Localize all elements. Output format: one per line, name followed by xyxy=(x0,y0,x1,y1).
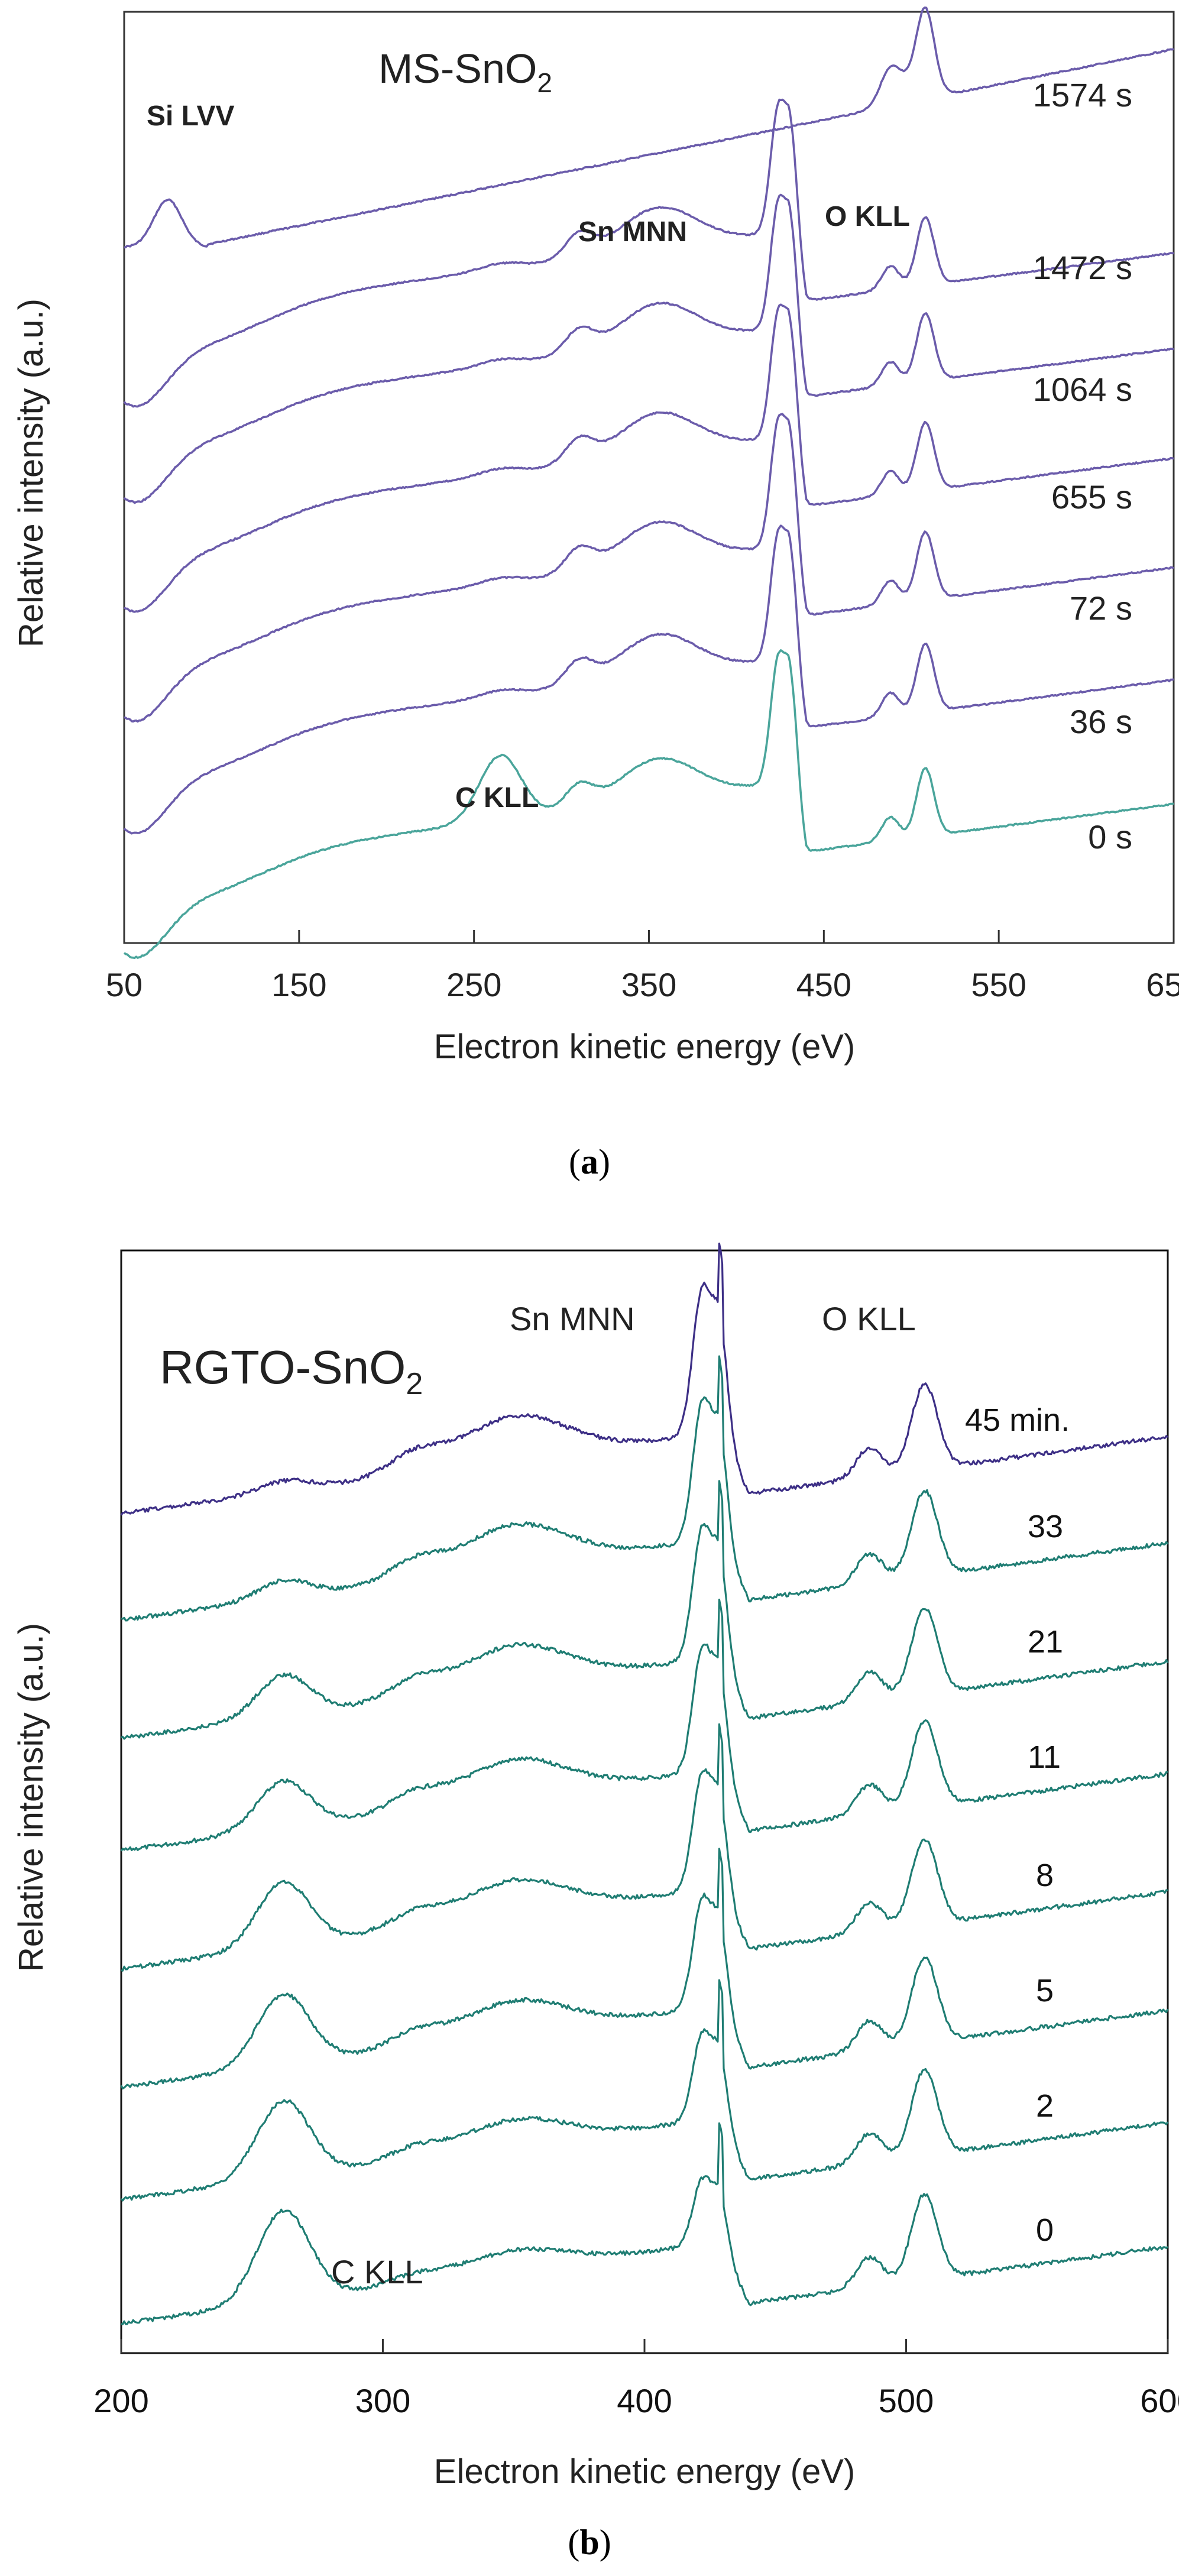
series-label-8: 8 xyxy=(1036,1858,1054,1893)
annotation-si-lvv: Si LVV xyxy=(147,101,234,132)
series-label-1472s: 1472 s xyxy=(1033,249,1132,286)
panel-b-caption: (b) xyxy=(568,2523,611,2562)
annotation-o-kll-a: O KLL xyxy=(825,201,910,232)
series-line-1472-s xyxy=(123,98,1174,408)
series-line-655-s xyxy=(123,303,1174,613)
series-label-655s: 655 s xyxy=(1051,478,1132,516)
series-line-0 xyxy=(121,2122,1169,2325)
panel-a-x-tick-labels: 50 150 250 350 450 550 650 xyxy=(106,966,1179,1003)
x-tick-label-550: 550 xyxy=(971,966,1026,1003)
series-label-72s: 72 s xyxy=(1070,589,1132,627)
x-tick-label-50: 50 xyxy=(106,966,142,1003)
panel-a-title: MS-SnO2 xyxy=(378,46,552,98)
panel-a-series xyxy=(123,7,1174,959)
series-line-1574-s xyxy=(124,7,1174,249)
series-line-11 xyxy=(120,1598,1168,1852)
x-tick-label-650: 650 xyxy=(1146,966,1179,1003)
series-line-8 xyxy=(121,1723,1168,1972)
series-label-36s: 36 s xyxy=(1070,703,1132,740)
panel-a-chart: 50 150 250 350 450 550 650 MS-SnO2 Si LVV Sn M… xyxy=(12,7,1179,1181)
annotation-o-kll-b: O KLL xyxy=(822,1300,916,1337)
series-line-21 xyxy=(121,1480,1169,1740)
x-tick-label-300: 300 xyxy=(355,2382,410,2419)
series-line-36-s xyxy=(123,524,1174,835)
panel-b-chart: 200 300 400 500 600 RGTO-SnO2 Sn MNN O KLL C… xyxy=(12,1242,1179,2562)
panel-a-y-axis-label: Relative intensity (a.u.) xyxy=(12,299,50,647)
x-tick-label-250: 250 xyxy=(446,966,501,1003)
panel-b-x-ticks xyxy=(120,2339,1169,2353)
series-label-11: 11 xyxy=(1028,1739,1061,1775)
series-label-2: 2 xyxy=(1036,2088,1054,2124)
panel-a-plot-frame xyxy=(123,11,1175,944)
x-tick-label-450: 450 xyxy=(796,966,851,1003)
series-label-0s: 0 s xyxy=(1088,818,1132,856)
series-label-33: 33 xyxy=(1028,1509,1063,1544)
series-line-72-s xyxy=(124,413,1174,723)
series-label-21: 21 xyxy=(1028,1624,1063,1660)
x-tick-label-600: 600 xyxy=(1140,2382,1179,2419)
panel-b-series xyxy=(120,1242,1169,2325)
panel-b-x-axis-label: Electron kinetic energy (eV) xyxy=(434,2452,855,2491)
x-tick-label-500: 500 xyxy=(879,2382,934,2419)
panel-b-y-axis-label: Relative intensity (a.u.) xyxy=(12,1623,50,1972)
annotation-c-kll-b: C KLL xyxy=(331,2253,423,2290)
series-line-45-min- xyxy=(120,1242,1169,1516)
panel-b-title: RGTO-SnO2 xyxy=(160,1341,423,1401)
panel-a-x-ticks xyxy=(123,930,1175,943)
series-line-2 xyxy=(120,1979,1169,2202)
annotation-sn-mnn-b: Sn MNN xyxy=(510,1300,635,1337)
x-tick-label-200: 200 xyxy=(93,2382,148,2419)
series-line-5 xyxy=(120,1848,1169,2090)
series-label-0: 0 xyxy=(1036,2212,1054,2248)
series-label-5: 5 xyxy=(1036,1973,1054,2008)
annotation-sn-mnn-a: Sn MNN xyxy=(578,216,687,248)
series-line-0-s xyxy=(123,649,1174,959)
x-tick-label-150: 150 xyxy=(271,966,326,1003)
series-label-1574s: 1574 s xyxy=(1033,76,1132,114)
panel-a-caption: (a) xyxy=(569,1142,610,1181)
panel-b-x-tick-labels: 200 300 400 500 600 xyxy=(93,2382,1179,2419)
series-label-1064s: 1064 s xyxy=(1033,371,1132,408)
annotation-c-kll-a: C KLL xyxy=(455,782,539,814)
panel-a-x-axis-label: Electron kinetic energy (eV) xyxy=(434,1028,855,1066)
x-tick-label-400: 400 xyxy=(617,2382,672,2419)
series-line-1064-s xyxy=(123,193,1174,504)
series-label-45min: 45 min. xyxy=(965,1402,1070,1438)
x-tick-label-350: 350 xyxy=(621,966,676,1003)
series-line-33 xyxy=(121,1355,1169,1622)
